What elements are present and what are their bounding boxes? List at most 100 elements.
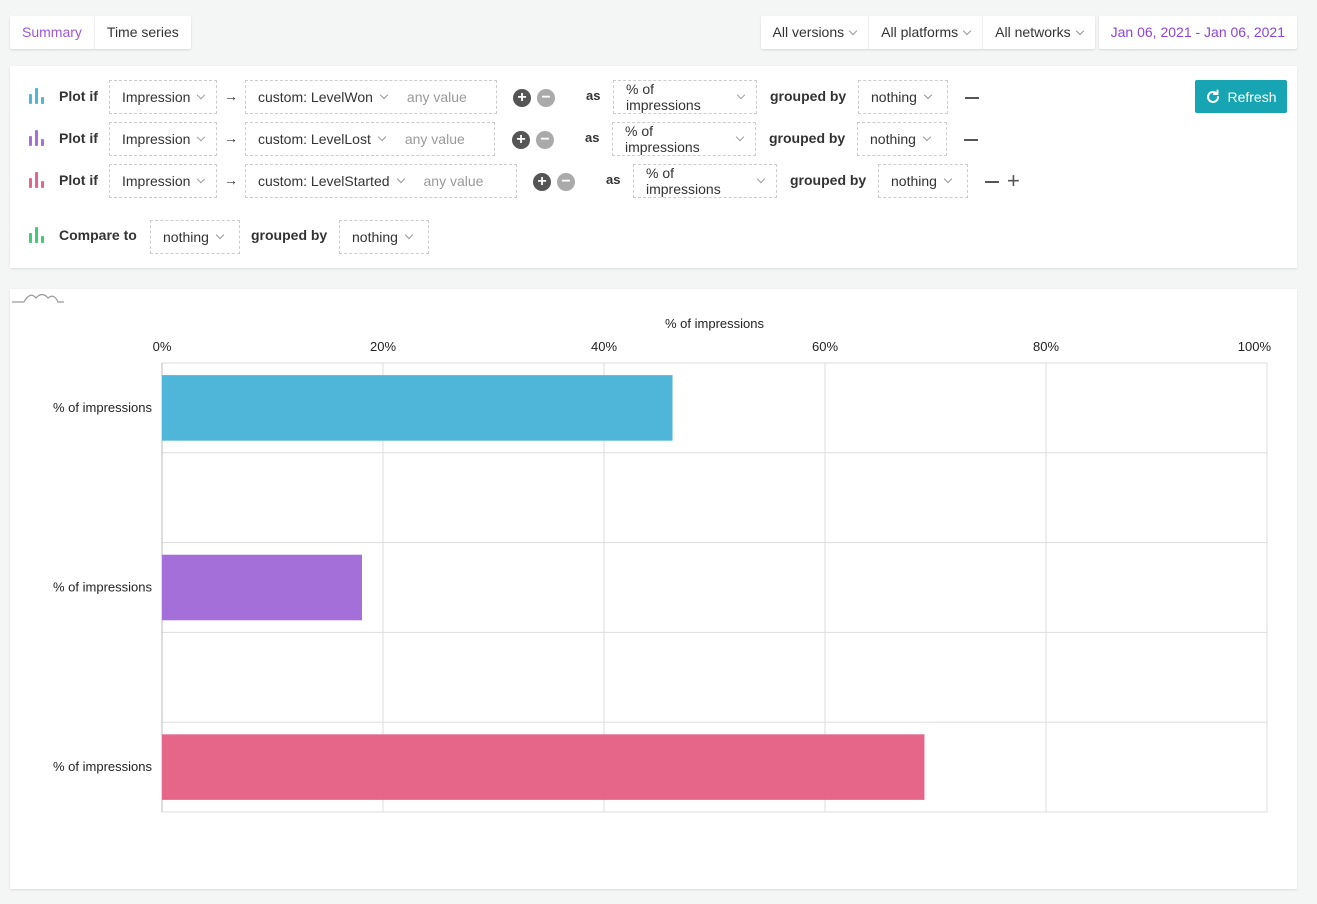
arrow-right-icon: →: [224, 88, 238, 104]
value-input[interactable]: any value: [423, 173, 484, 189]
versions-filter[interactable]: All versions: [761, 16, 869, 49]
icon-bar: [35, 130, 38, 146]
plot-if-label: Plot if: [59, 88, 98, 104]
view-tabs: Summary Time series: [10, 16, 191, 49]
event-select[interactable]: Impression: [109, 122, 217, 156]
icon-bar: [41, 97, 44, 104]
grouped-by-label: grouped by: [790, 172, 867, 188]
icon-bar: [41, 181, 44, 188]
as-label: as: [585, 130, 600, 145]
bar: [162, 554, 363, 621]
icon-bar: [29, 178, 32, 188]
as-label: as: [606, 172, 621, 187]
networks-filter[interactable]: All networks: [982, 16, 1094, 49]
bar: [162, 734, 925, 800]
x-tick-label: 100%: [1238, 339, 1272, 354]
measure-select-value: % of impressions: [626, 81, 701, 113]
measure-select[interactable]: % of impressions: [613, 80, 757, 114]
chevron-down-icon: [379, 90, 389, 100]
tab-time-series[interactable]: Time series: [106, 24, 179, 40]
chevron-down-icon: [922, 132, 932, 142]
x-axis-title: % of impressions: [665, 316, 764, 331]
chevron-down-icon: [197, 132, 206, 142]
query-panel: Plot if Impression → custom: LevelWon any…: [10, 66, 1297, 268]
chevron-down-icon: [735, 132, 745, 142]
arrow-right-icon: →: [224, 130, 238, 146]
y-category-label: % of impressions: [53, 400, 152, 415]
plot-if-label: Plot if: [59, 172, 98, 188]
event-select[interactable]: Impression: [109, 80, 217, 114]
chevron-down-icon: [197, 174, 206, 184]
compare-to-label: Compare to: [59, 227, 137, 243]
group-select[interactable]: nothing: [878, 164, 968, 198]
refresh-button[interactable]: Refresh: [1195, 80, 1287, 113]
add-row-button[interactable]: +: [1007, 168, 1020, 193]
x-tick-label: 0%: [153, 339, 172, 354]
condition-select[interactable]: custom: LevelStarted any value: [245, 164, 517, 198]
remove-condition-button[interactable]: −: [536, 131, 554, 149]
platforms-filter[interactable]: All platforms: [868, 16, 982, 49]
measure-select[interactable]: % of impressions: [633, 164, 777, 198]
group-select-value: nothing: [871, 89, 917, 105]
chevron-down-icon: [756, 174, 766, 184]
date-group: Jan 06, 2021 - Jan 06, 2021: [1098, 16, 1297, 49]
compare-select[interactable]: nothing: [150, 220, 240, 254]
add-condition-button[interactable]: +: [533, 173, 551, 191]
grouped-by-label: grouped by: [251, 227, 328, 243]
x-tick-label: 80%: [1033, 339, 1059, 354]
chevron-down-icon: [962, 26, 972, 35]
bar: [162, 375, 673, 441]
remove-condition-button[interactable]: −: [557, 173, 575, 191]
group-select[interactable]: nothing: [857, 122, 947, 156]
chevron-down-icon: [197, 90, 206, 100]
value-input[interactable]: any value: [406, 89, 467, 105]
icon-bar: [41, 139, 44, 146]
chevron-down-icon: [377, 132, 387, 142]
platforms-filter-label: All platforms: [881, 24, 959, 40]
plot-if-label: Plot if: [59, 130, 98, 146]
measure-select[interactable]: % of impressions: [612, 122, 756, 156]
bar-chart-icon: [29, 130, 47, 146]
icon-bar: [29, 136, 32, 146]
group-select-value: nothing: [870, 131, 916, 147]
bar-chart: % of impressions 0% 20% 40% 60% 80% 100% % of i…: [53, 316, 1272, 813]
condition-select-value: custom: LevelWon: [258, 89, 373, 105]
remove-row-button[interactable]: [985, 181, 999, 183]
condition-select[interactable]: custom: LevelLost any value: [245, 122, 495, 156]
measure-select-value: % of impressions: [646, 165, 721, 197]
arrow-right-icon: →: [224, 172, 238, 188]
y-category-label: % of impressions: [53, 759, 152, 774]
chart-panel: % of impressions 0% 20% 40% 60% 80% 100% % of i…: [10, 289, 1297, 889]
remove-row-button[interactable]: [965, 97, 979, 99]
condition-select-value: custom: LevelLost: [258, 131, 371, 147]
add-condition-button[interactable]: +: [513, 89, 531, 107]
compare-select-value: nothing: [163, 229, 209, 245]
measure-select-value: % of impressions: [625, 123, 700, 155]
sparkline-icon[interactable]: [10, 289, 66, 305]
add-condition-button[interactable]: +: [512, 131, 530, 149]
grouped-by-label: grouped by: [769, 130, 846, 146]
chevron-down-icon: [923, 90, 933, 100]
chevron-down-icon: [404, 230, 414, 240]
tab-summary[interactable]: Summary: [10, 16, 95, 49]
grouped-by-label: grouped by: [770, 88, 847, 104]
bar-chart-icon: [29, 172, 47, 188]
compare-group-select[interactable]: nothing: [339, 220, 429, 254]
event-select[interactable]: Impression: [109, 164, 217, 198]
icon-bar: [35, 172, 38, 188]
group-select[interactable]: nothing: [858, 80, 948, 114]
date-range-picker[interactable]: Jan 06, 2021 - Jan 06, 2021: [1110, 24, 1285, 40]
remove-row-button[interactable]: [964, 139, 978, 141]
chevron-down-icon: [215, 230, 225, 240]
networks-filter-label: All networks: [995, 24, 1071, 40]
bar-chart-icon: [29, 227, 47, 243]
condition-select[interactable]: custom: LevelWon any value: [245, 80, 497, 114]
event-select-value: Impression: [122, 131, 191, 147]
chevron-down-icon: [848, 26, 858, 35]
value-input[interactable]: any value: [404, 131, 465, 147]
remove-condition-button[interactable]: −: [537, 89, 555, 107]
icon-bar: [41, 236, 44, 243]
event-select-value: Impression: [122, 173, 191, 189]
x-tick-label: 20%: [370, 339, 396, 354]
y-category-label: % of impressions: [53, 580, 152, 595]
